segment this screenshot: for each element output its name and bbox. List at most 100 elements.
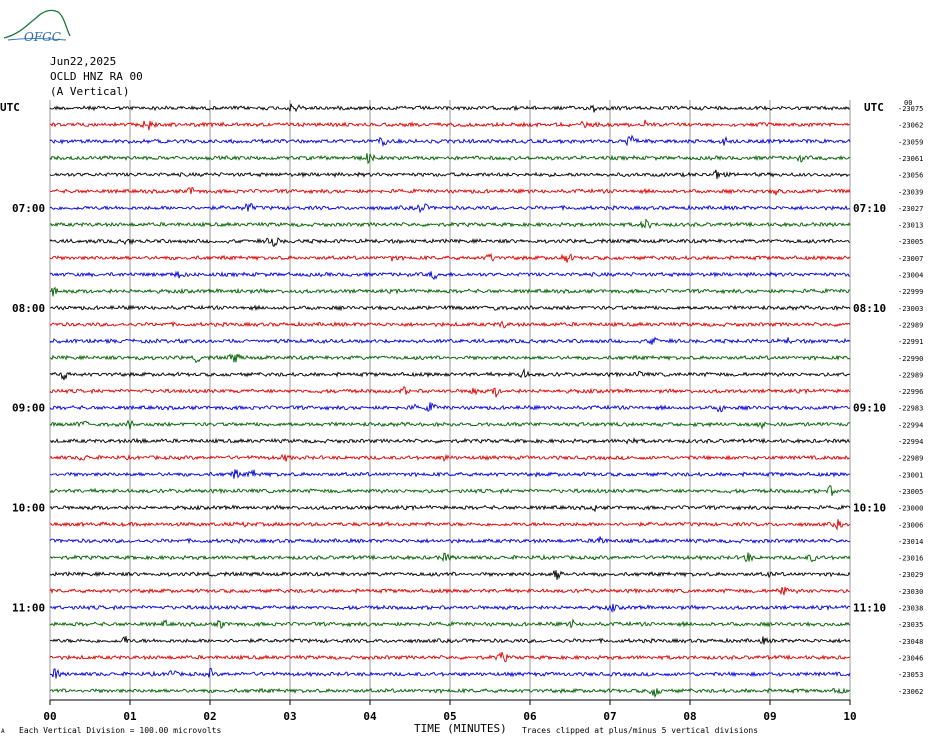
offset-label-row-21: -22994: [898, 438, 923, 446]
trace-row-6: [49, 186, 851, 196]
ofgc-logo: OFGC: [2, 4, 72, 49]
offset-label-row-19: -22983: [898, 405, 923, 413]
trace-row-31: [49, 603, 851, 614]
trace-row-23: [49, 469, 851, 479]
hour-label-right: 07:10: [853, 202, 886, 215]
trace-row-19: [49, 402, 851, 413]
hour-label-right: 08:10: [853, 302, 886, 315]
trace-row-3: [49, 134, 851, 148]
offset-label-row-34: -23046: [898, 654, 923, 662]
trace-row-1: [49, 103, 851, 113]
offset-label-row-20: -22994: [898, 421, 923, 429]
offset-label-row-25: -23000: [898, 505, 923, 513]
trace-row-13: [49, 304, 851, 312]
trace-row-29: [49, 570, 851, 580]
offset-label-row-17: -22989: [898, 371, 923, 379]
hour-label-right: 10:10: [853, 502, 886, 515]
utc-label-left: UTC: [0, 101, 20, 114]
x-tick-label-10: 10: [843, 710, 856, 723]
offset-label-row-32: -23035: [898, 621, 923, 629]
trace-row-12: [49, 286, 851, 297]
trace-row-26: [49, 519, 851, 531]
logo-mountain-icon: [3, 9, 71, 39]
trace-row-14: [49, 320, 851, 329]
x-tick-label-08: 08: [683, 710, 696, 723]
x-tick-label-02: 02: [203, 710, 216, 723]
offset-label-row-13: -23003: [898, 305, 923, 313]
utc-label-right: UTC: [864, 101, 884, 114]
offset-label-row-2: -23062: [898, 122, 923, 130]
x-axis-title: TIME (MINUTES): [414, 722, 507, 735]
x-tick-label-00: 00: [43, 710, 56, 723]
trace-row-9: [49, 237, 851, 247]
trace-row-36: [49, 687, 851, 699]
offset-label-row-31: -23038: [898, 605, 923, 613]
trace-row-33: [49, 636, 851, 645]
hour-label-left: 08:00: [12, 302, 45, 315]
offset-label-row-15: -22991: [898, 338, 923, 346]
trace-row-10: [49, 252, 851, 263]
trace-row-22: [49, 453, 851, 462]
trace-row-15: [49, 336, 851, 345]
trace-row-34: [49, 651, 851, 663]
trace-row-21: [50, 437, 851, 445]
offset-label-row-23: -23001: [898, 471, 923, 479]
hour-label-left: 11:00: [12, 602, 45, 615]
trace-row-11: [49, 270, 851, 281]
trace-row-18: [49, 386, 851, 398]
offset-label-row-1: -23075: [898, 105, 923, 113]
scale-note: Each Vertical Division = 100.00 microvol…: [19, 726, 221, 735]
x-tick-label-06: 06: [523, 710, 537, 723]
offset-label-row-14: -22989: [898, 321, 923, 329]
trace-row-4: [49, 153, 851, 165]
trace-row-24: [49, 484, 851, 496]
offset-label-row-11: -23004: [898, 272, 923, 280]
offset-label-row-27: -23014: [898, 538, 923, 546]
offset-label-row-12: -22999: [898, 288, 923, 296]
offset-label-row-18: -22996: [898, 388, 923, 396]
x-tick-label-03: 03: [283, 710, 296, 723]
trace-row-16: [49, 353, 851, 364]
logo-text: OFGC: [24, 30, 61, 44]
hour-label-right: 11:10: [853, 602, 886, 615]
clip-note: Traces clipped at plus/minus 5 vertical …: [522, 726, 758, 735]
trace-row-28: [49, 552, 851, 563]
offset-label-row-26: -23006: [898, 521, 923, 529]
hour-label-left: 07:00: [12, 202, 45, 215]
offset-label-row-5: -23056: [898, 172, 923, 180]
offset-label-row-4: -23061: [898, 155, 923, 163]
offset-label-row-29: -23029: [898, 571, 923, 579]
offset-label-row-7: -23027: [898, 205, 923, 213]
offset-label-row-22: -22989: [898, 455, 923, 463]
hour-label-left: 10:00: [12, 502, 45, 515]
offset-label-row-8: -23013: [898, 222, 923, 230]
corner-mark-top-right: 00: [904, 99, 912, 107]
component-label: (A Vertical): [50, 85, 130, 98]
date-label: Jun22,2025: [50, 55, 117, 68]
x-tick-label-07: 07: [603, 710, 616, 723]
offset-label-row-30: -23030: [898, 588, 923, 596]
x-tick-label-01: 01: [123, 710, 137, 723]
offset-label-row-36: -23062: [898, 688, 923, 696]
trace-row-27: [49, 536, 851, 545]
x-tick-label-04: 04: [363, 710, 377, 723]
x-tick-label-05: 05: [443, 710, 456, 723]
x-tick-label-09: 09: [763, 710, 776, 723]
offset-label-row-33: -23048: [898, 638, 923, 646]
offset-label-row-28: -23016: [898, 555, 923, 563]
hour-label-right: 09:10: [853, 402, 886, 415]
offset-label-row-35: -23053: [898, 671, 923, 679]
offset-label-row-16: -22990: [898, 355, 923, 363]
hour-label-left: 09:00: [12, 402, 45, 415]
hour-labels: 07:00 08:00 09:00 10:00 11:00 07:10 08:10 09:10…: [12, 202, 886, 615]
offset-label-row-24: -23005: [898, 488, 923, 496]
trace-row-20: [49, 419, 851, 430]
trace-row-2: [49, 119, 851, 131]
x-axis-ticks: 00 01 02 03 04 05 06 07 08 09 10: [43, 700, 857, 723]
offset-label-row-6: -23039: [898, 188, 923, 196]
offset-label-row-9: -23005: [898, 238, 923, 246]
trace-rows: [49, 103, 851, 699]
trace-row-32: [49, 618, 851, 629]
trace-row-30: [49, 586, 851, 596]
